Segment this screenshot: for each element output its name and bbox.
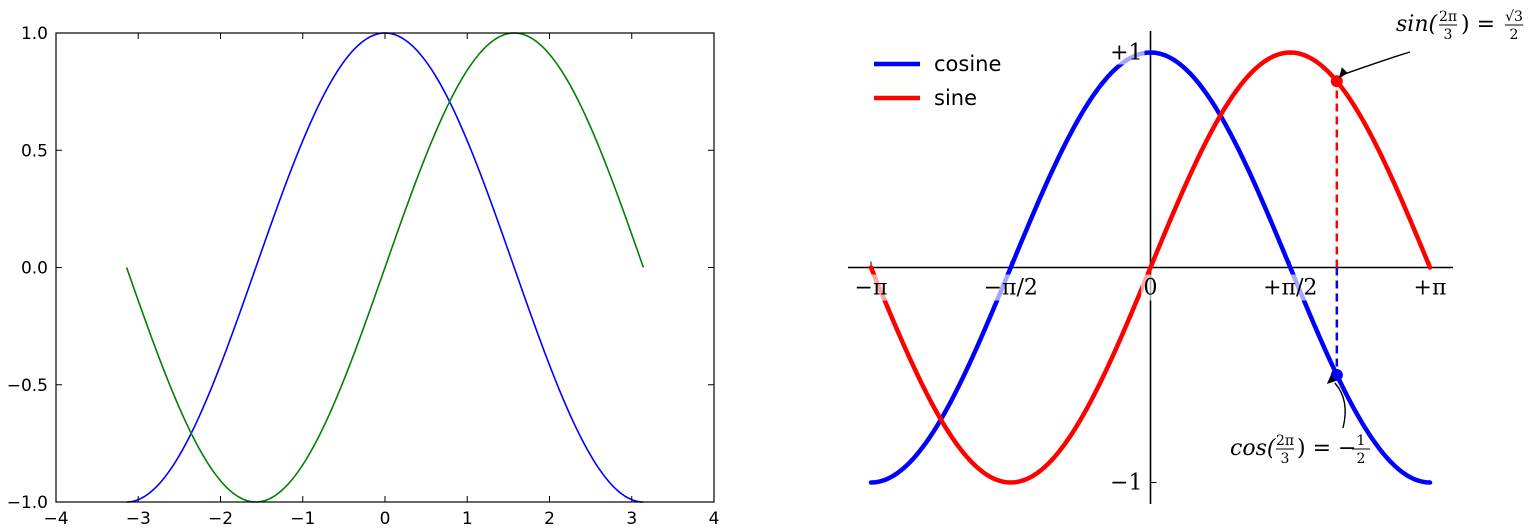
x-tick-label: 0 <box>1144 276 1158 301</box>
x-tick-label: 3 <box>626 509 637 529</box>
left-plot-lines <box>125 32 645 503</box>
fraction-denominator: 3 <box>1444 27 1453 43</box>
fraction-numerator: 1 <box>1357 433 1366 449</box>
y-tick-label: −1.0 <box>7 493 48 513</box>
sin-line <box>125 32 645 503</box>
x-tick-label: −4 <box>43 509 68 529</box>
fraction-denominator: 3 <box>1281 451 1290 467</box>
legend: cosine sine <box>874 52 1001 110</box>
annotation-text: ) = <box>1461 12 1495 37</box>
fraction-denominator: 2 <box>1510 27 1519 43</box>
fraction-denominator: 2 <box>1357 451 1366 467</box>
x-tick-label: −π <box>855 276 888 301</box>
left-y-axis: −1.0 −0.5 0.0 0.5 1.0 <box>7 24 714 513</box>
y-tick-label-box <box>1104 468 1145 495</box>
sin-annotation-arrow <box>1340 51 1411 76</box>
x-tick-label: +π/2 <box>1263 276 1317 301</box>
x-tick-label-box <box>981 274 1040 301</box>
y-tick-label-box <box>1104 38 1145 65</box>
x-tick-label: 0 <box>380 509 391 529</box>
x-tick-label: +π <box>1414 276 1447 301</box>
y-tick-label: −0.5 <box>7 376 48 396</box>
x-tick-label: −2 <box>208 509 233 529</box>
fraction-numerator: 2π <box>1276 433 1294 449</box>
right-marked-points <box>1330 75 1343 382</box>
x-tick-label: −π/2 <box>984 276 1038 301</box>
right-chart: −π −π/2 0 +π/2 +π−1+1 sin(2π3) = √32cos(2π3)… <box>848 9 1524 504</box>
sin-annotation: sin(2π 3 ) = √3 2 <box>1338 9 1524 79</box>
x-tick-label-box <box>1261 274 1320 301</box>
cos-annotation-arrowhead <box>1326 375 1336 384</box>
cos-annotation-arrow <box>1334 382 1346 429</box>
x-tick-label: 4 <box>709 509 720 529</box>
annotation-text: ) = − <box>1297 436 1356 461</box>
legend-sine-label: sine <box>934 86 977 110</box>
x-tick-label: −1 <box>290 509 315 529</box>
left-x-axis: −4 −3 −2 −1 0 1 2 3 4 <box>43 33 719 529</box>
cos-annotation: cos(2π 3 ) = −1 2 <box>1230 375 1371 467</box>
x-tick-label: −3 <box>126 509 151 529</box>
fraction-numerator: √3 <box>1505 9 1523 25</box>
x-tick-label: 2 <box>544 509 555 529</box>
left-chart: −4 −3 −2 −1 0 1 2 3 4 −1.0 −0.5 0.0 0.5 1.0 <box>7 24 720 529</box>
annotation-text: sin( <box>1396 12 1437 37</box>
x-tick-label-box <box>854 274 887 301</box>
y-tick-label: 0.0 <box>21 259 48 279</box>
y-tick-label: 1.0 <box>21 24 48 44</box>
legend-cosine-label: cosine <box>934 52 1001 76</box>
fraction-numerator: 2π <box>1439 9 1457 25</box>
y-tick-label: +1 <box>1110 41 1142 66</box>
x-tick-label: 1 <box>462 509 473 529</box>
annotation-text: cos( <box>1230 436 1276 461</box>
y-tick-label: −1 <box>1110 471 1142 496</box>
cosine-marker <box>1330 369 1343 382</box>
sine-marker <box>1330 75 1343 88</box>
y-tick-label: 0.5 <box>21 141 48 161</box>
x-tick-label-box <box>1141 274 1160 301</box>
right-tick-labels: −π −π/2 0 +π/2 +π −1 +1 <box>854 38 1447 496</box>
sin-annotation-arrowhead <box>1338 67 1348 79</box>
x-tick-label-box <box>1414 274 1447 301</box>
